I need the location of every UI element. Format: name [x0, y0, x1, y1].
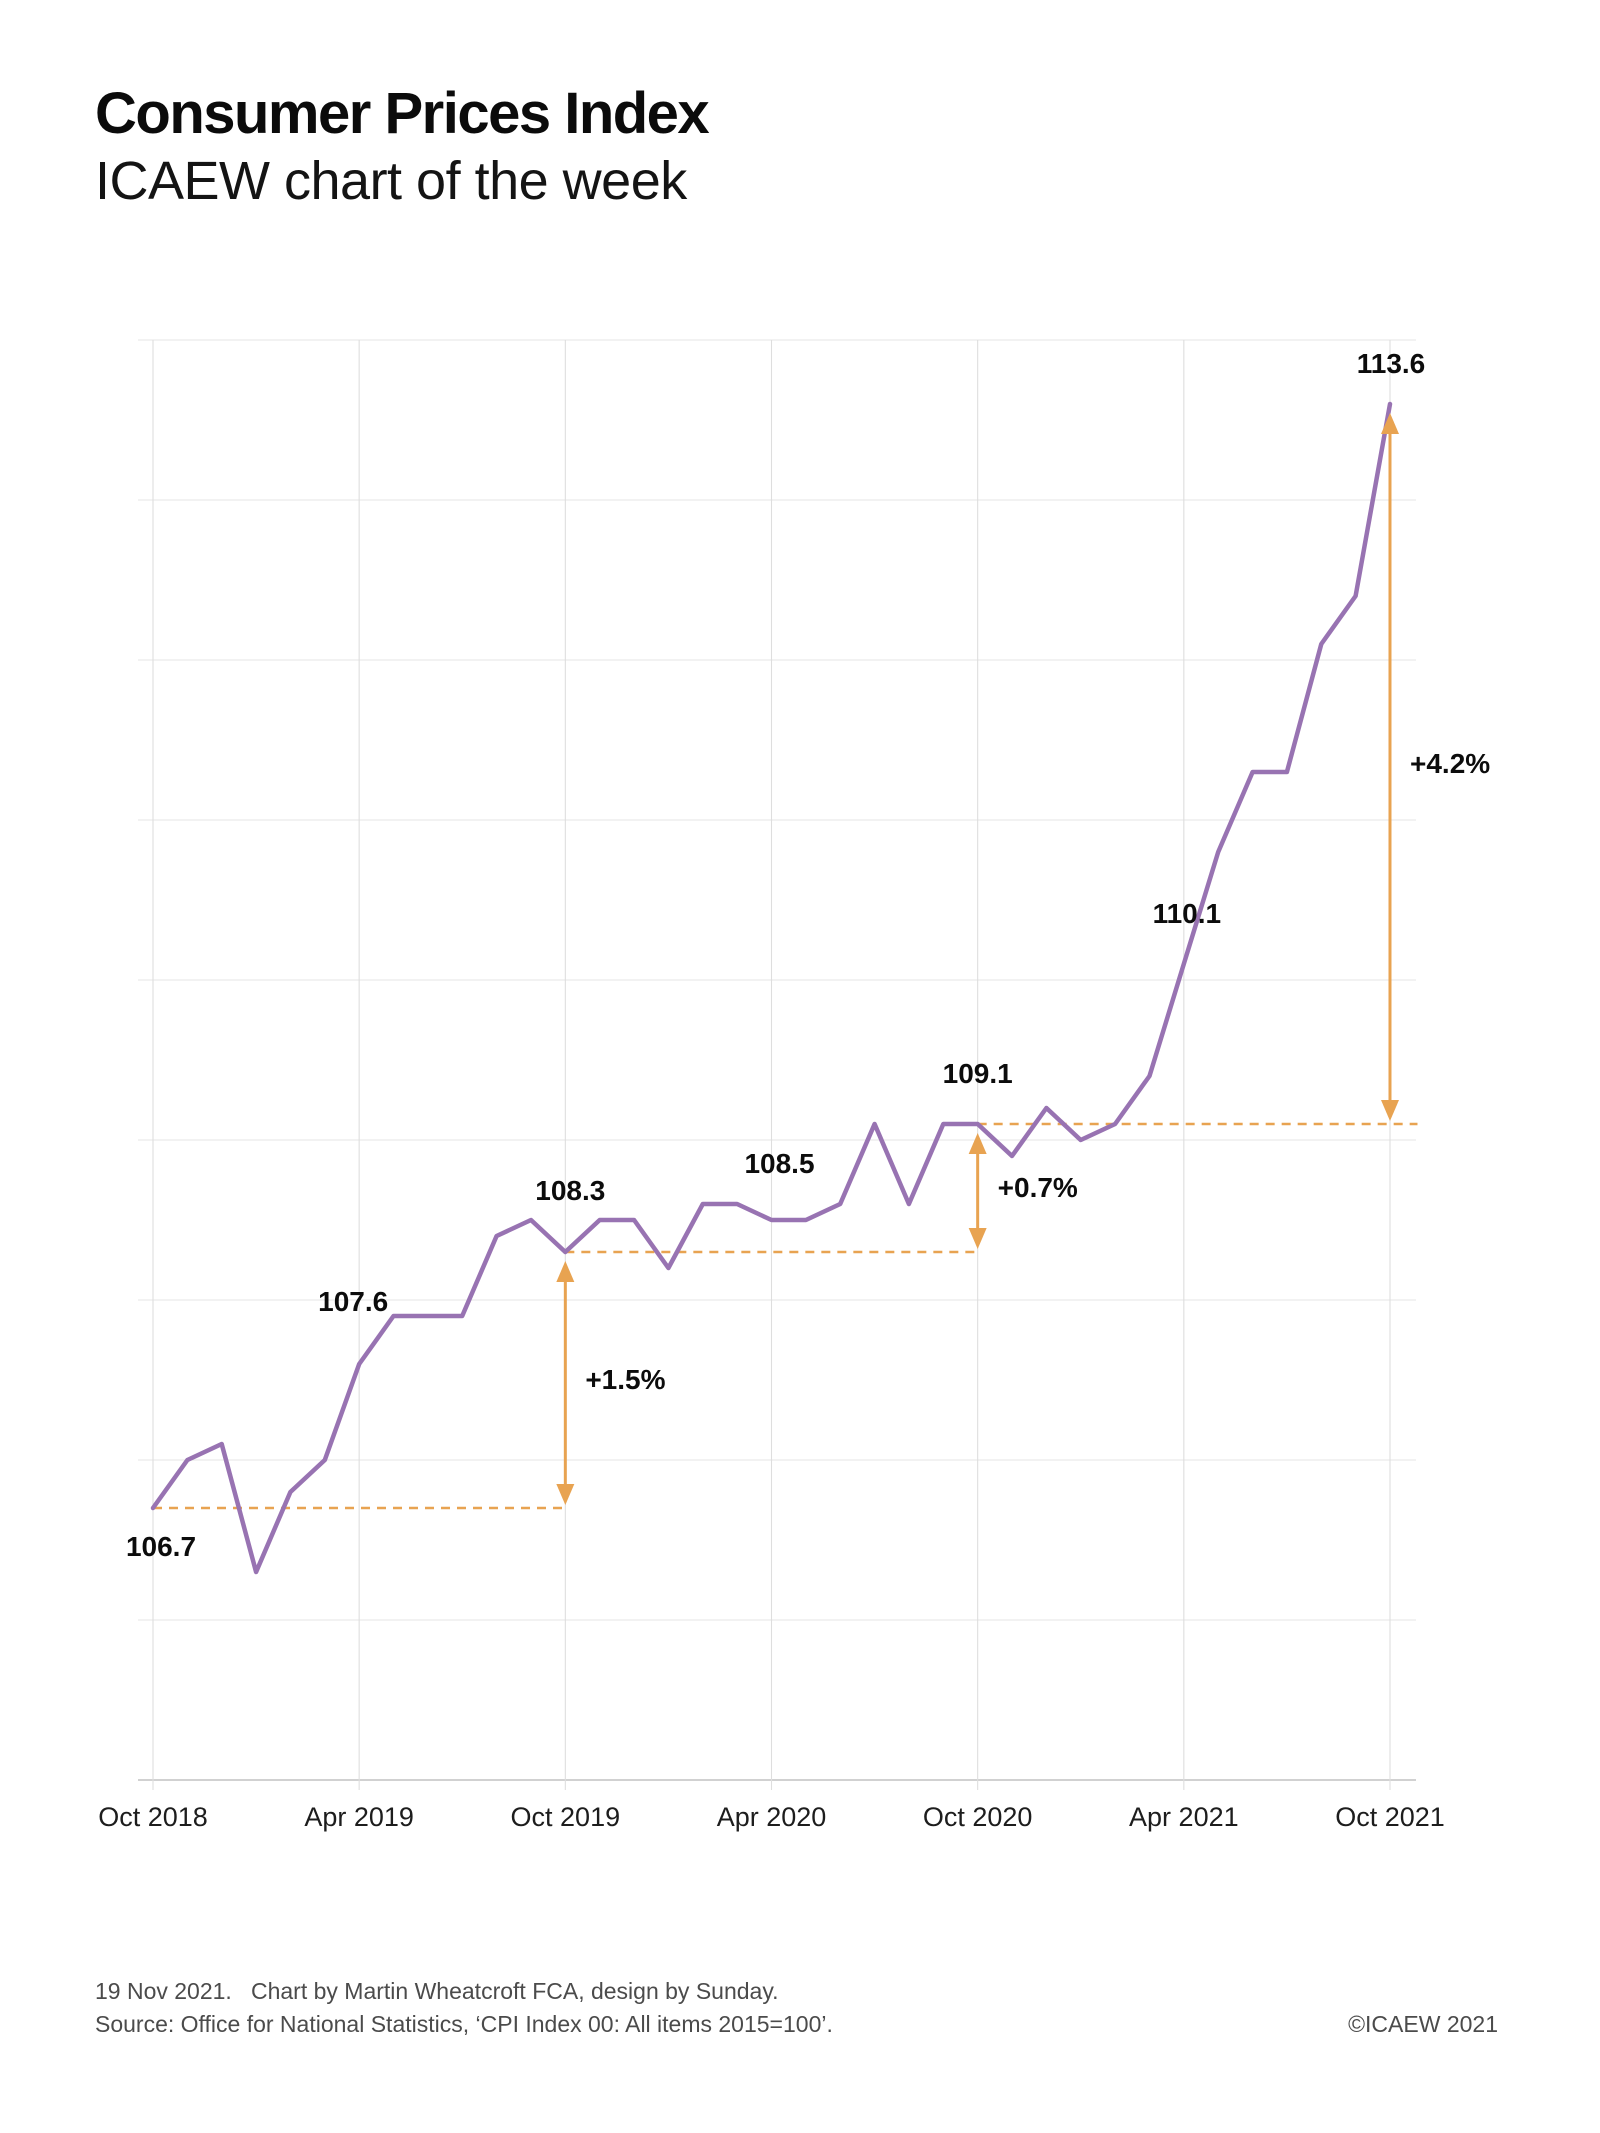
- cpi-series-line: [150, 401, 1393, 1575]
- change-arrow: [968, 1133, 987, 1249]
- horizontal-gridlines: [138, 339, 1416, 1781]
- reference-dashed-lines: [153, 1122, 1418, 1510]
- chart-title: Consumer Prices Index: [95, 81, 710, 146]
- point-value-label: 113.6: [1356, 348, 1426, 379]
- x-axis-label: Apr 2021: [1129, 1802, 1239, 1832]
- chart-subtitle: ICAEW chart of the week: [95, 151, 687, 211]
- change-percent-label: +4.2%: [1409, 748, 1491, 779]
- arrow-head-down: [1380, 1100, 1399, 1121]
- cpi-series: [150, 401, 1393, 1575]
- point-value-label: 108.5: [744, 1148, 815, 1179]
- change-arrows: [556, 413, 1399, 1505]
- x-axis-label: Oct 2019: [510, 1802, 621, 1832]
- change-arrow: [1380, 413, 1399, 1121]
- point-value-label: 107.6: [318, 1286, 389, 1317]
- footer-credit: 19 Nov 2021. Chart by Martin Wheatcroft …: [95, 1978, 779, 2004]
- copyright: ©ICAEW 2021: [1348, 2011, 1498, 2037]
- arrow-head-down: [968, 1228, 987, 1249]
- change-arrow: [556, 1261, 575, 1505]
- x-axis-label: Oct 2020: [922, 1802, 1033, 1832]
- footer-source: Source: Office for National Statistics, …: [95, 2011, 833, 2037]
- x-axis-label: Oct 2021: [1335, 1802, 1445, 1832]
- point-value-label: 110.1: [1152, 898, 1222, 929]
- arrow-head-up: [1380, 413, 1399, 434]
- point-value-label: 109.1: [942, 1058, 1013, 1089]
- x-axis-label: Oct 2018: [98, 1802, 208, 1832]
- arrow-head-down: [556, 1484, 575, 1505]
- vertical-gridlines: [152, 340, 1391, 1790]
- change-percent-label: +0.7%: [997, 1172, 1078, 1203]
- arrow-head-up: [556, 1261, 575, 1282]
- point-value-label: 108.3: [535, 1175, 606, 1206]
- change-percent-label: +1.5%: [585, 1364, 666, 1395]
- arrow-head-up: [968, 1133, 987, 1154]
- x-axis-label: Apr 2020: [716, 1802, 827, 1832]
- x-axis-label: Apr 2019: [304, 1802, 414, 1832]
- point-value-label: 106.7: [125, 1531, 197, 1562]
